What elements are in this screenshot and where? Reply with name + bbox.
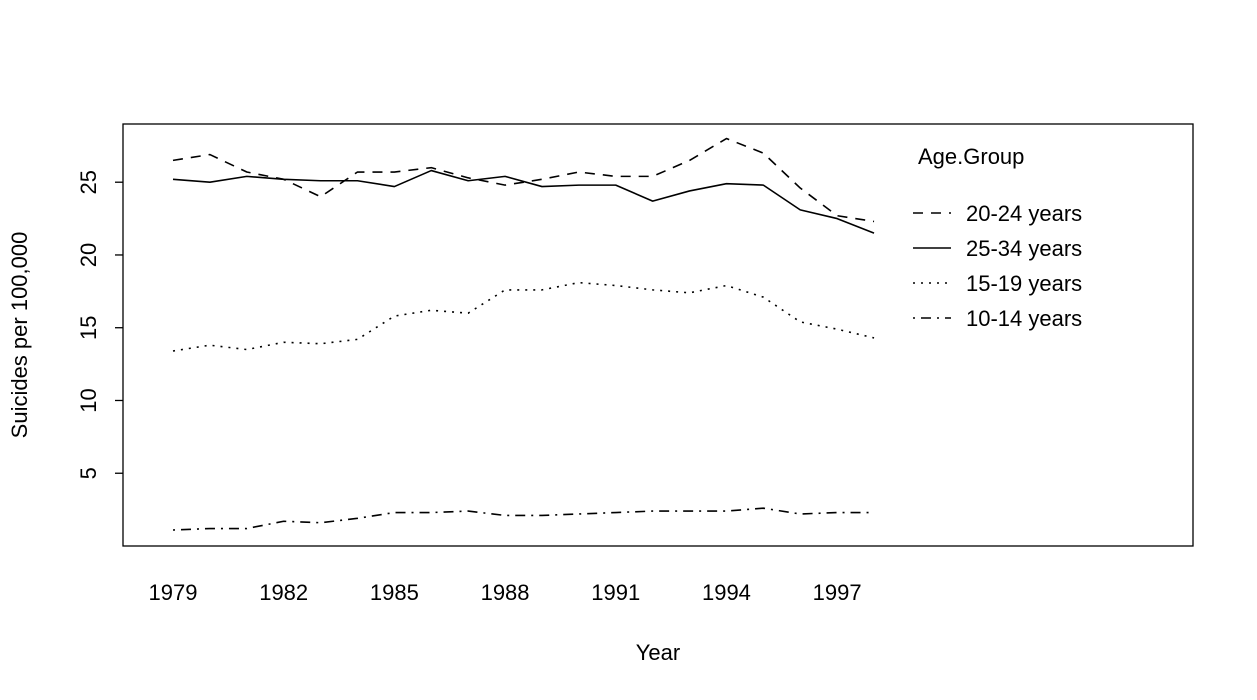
x-tick-label: 1979 xyxy=(149,580,198,605)
series-layer xyxy=(172,137,875,531)
legend: Age.Group 20-24 years 25-34 years 15-19 ye… xyxy=(913,144,1082,331)
series-line-4 xyxy=(172,507,875,531)
series-line-3 xyxy=(172,281,875,352)
x-tick-label: 1997 xyxy=(813,580,862,605)
legend-label-2: 25-34 years xyxy=(966,236,1082,261)
x-tick-label: 1982 xyxy=(259,580,308,605)
legend-title: Age.Group xyxy=(918,144,1024,169)
legend-label-4: 10-14 years xyxy=(966,306,1082,331)
x-axis-title: Year xyxy=(636,640,680,665)
y-tick-label: 20 xyxy=(76,243,101,267)
legend-label-1: 20-24 years xyxy=(966,201,1082,226)
series-line-1 xyxy=(172,137,875,223)
y-axis-title: Suicides per 100,000 xyxy=(7,232,32,439)
x-tick-label: 1994 xyxy=(702,580,751,605)
plot-frame xyxy=(122,123,1194,547)
y-axis: 5 10 15 20 25 xyxy=(76,170,123,479)
x-tick-label: 1985 xyxy=(370,580,419,605)
y-tick-label: 15 xyxy=(76,315,101,339)
series-line-2 xyxy=(172,169,875,234)
legend-label-3: 15-19 years xyxy=(966,271,1082,296)
x-tick-label: 1991 xyxy=(591,580,640,605)
y-tick-label: 5 xyxy=(76,467,101,479)
y-tick-label: 25 xyxy=(76,170,101,194)
x-axis: 1979 1982 1985 1988 1991 1994 1997 xyxy=(149,580,862,605)
x-tick-label: 1988 xyxy=(481,580,530,605)
y-tick-label: 10 xyxy=(76,388,101,412)
